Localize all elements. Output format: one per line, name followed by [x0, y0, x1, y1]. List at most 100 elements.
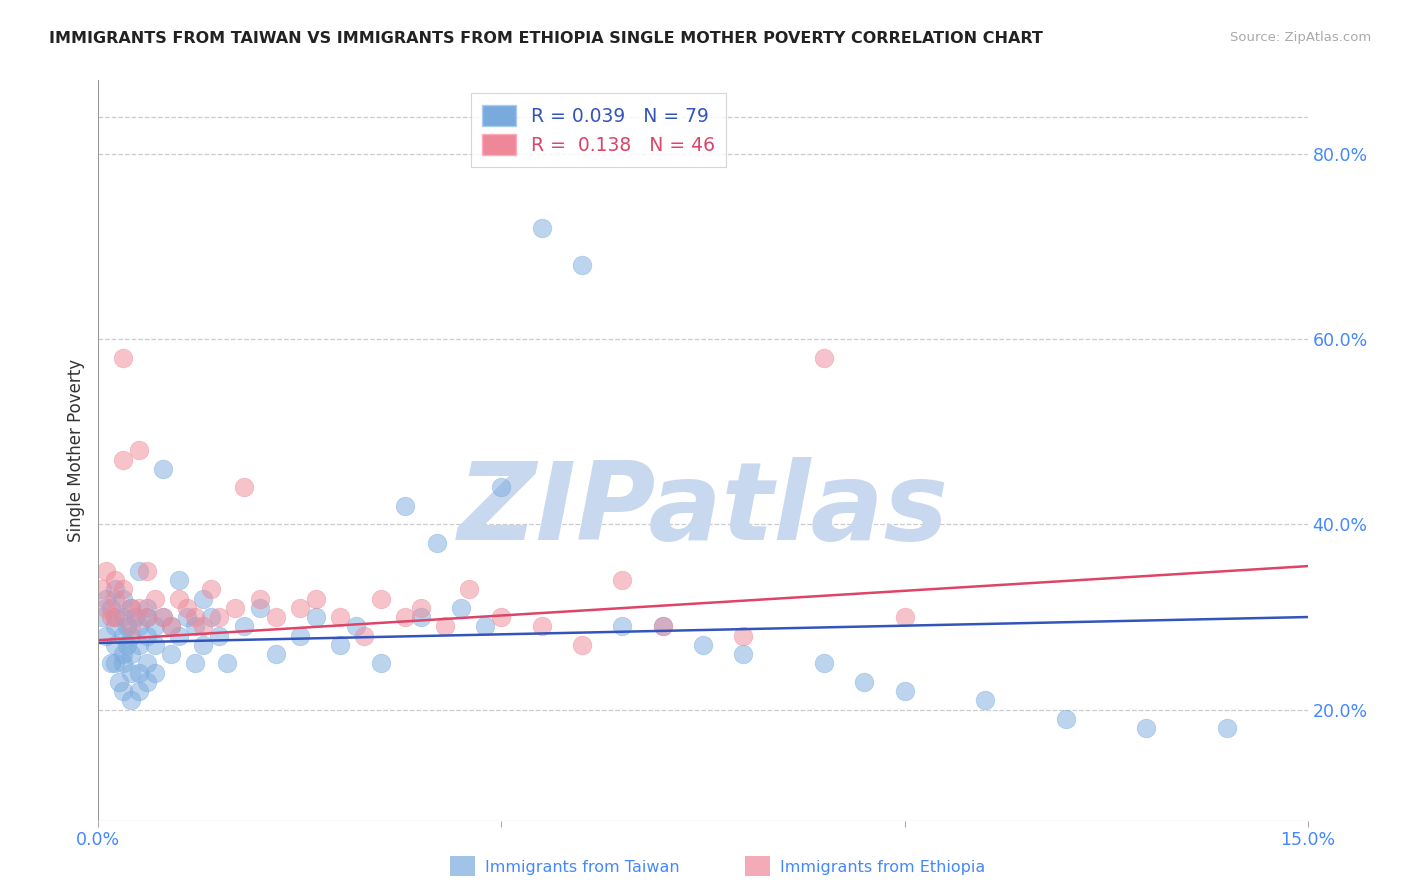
Point — [394, 499, 416, 513]
Point — [530, 619, 553, 633]
Point — [893, 684, 915, 698]
Point — [128, 665, 150, 680]
Point — [103, 591, 125, 606]
Point — [152, 610, 174, 624]
Point — [370, 657, 392, 671]
Point — [111, 610, 134, 624]
Point — [111, 452, 134, 467]
Point — [115, 619, 138, 633]
Point — [200, 582, 222, 597]
Text: IMMIGRANTS FROM TAIWAN VS IMMIGRANTS FROM ETHIOPIA SINGLE MOTHER POVERTY CORRELA: IMMIGRANTS FROM TAIWAN VS IMMIGRANTS FRO… — [49, 31, 1043, 46]
Point — [96, 564, 118, 578]
Text: Source: ZipAtlas.com: Source: ZipAtlas.com — [1230, 31, 1371, 45]
Point — [115, 638, 138, 652]
Point — [160, 619, 183, 633]
Point — [224, 600, 246, 615]
Point — [120, 600, 142, 615]
Text: ZIPatlas: ZIPatlas — [457, 457, 949, 563]
Point — [1054, 712, 1077, 726]
Point — [458, 582, 481, 597]
Point — [167, 573, 190, 587]
Point — [491, 610, 513, 624]
Point — [193, 619, 215, 633]
Point — [120, 665, 142, 680]
Point — [128, 564, 150, 578]
Text: Immigrants from Taiwan: Immigrants from Taiwan — [485, 860, 679, 874]
Point — [143, 665, 166, 680]
Point — [111, 591, 134, 606]
Point — [128, 600, 150, 615]
Point — [1216, 721, 1239, 735]
Point — [100, 657, 122, 671]
Point — [124, 610, 146, 624]
Point — [176, 610, 198, 624]
Point — [264, 610, 287, 624]
Point — [893, 610, 915, 624]
Point — [103, 582, 125, 597]
Point — [184, 610, 207, 624]
Point — [111, 647, 134, 661]
Point — [208, 610, 231, 624]
Point — [103, 619, 125, 633]
Point — [103, 657, 125, 671]
Point — [974, 693, 997, 707]
Point — [394, 610, 416, 624]
Point — [176, 600, 198, 615]
Point — [409, 610, 432, 624]
Point — [853, 674, 876, 689]
Point — [107, 674, 129, 689]
Point — [96, 628, 118, 642]
Point — [329, 638, 352, 652]
Point — [128, 684, 150, 698]
Point — [135, 628, 157, 642]
Text: Immigrants from Ethiopia: Immigrants from Ethiopia — [780, 860, 986, 874]
Point — [135, 610, 157, 624]
Point — [167, 628, 190, 642]
Point — [264, 647, 287, 661]
Point — [305, 591, 328, 606]
Point — [143, 638, 166, 652]
Point — [612, 619, 634, 633]
Point — [434, 619, 457, 633]
Point — [120, 628, 142, 642]
Point — [232, 619, 254, 633]
Point — [103, 638, 125, 652]
Point — [571, 259, 593, 273]
Point — [143, 619, 166, 633]
Point — [135, 564, 157, 578]
Point — [249, 600, 271, 615]
Point — [120, 600, 142, 615]
Point — [612, 573, 634, 587]
Point — [344, 619, 367, 633]
Point — [111, 628, 134, 642]
Point — [160, 647, 183, 661]
Point — [288, 600, 311, 615]
Point — [160, 619, 183, 633]
Point — [193, 638, 215, 652]
Legend: R = 0.039   N = 79, R =  0.138   N = 46: R = 0.039 N = 79, R = 0.138 N = 46 — [471, 94, 725, 167]
Point — [103, 610, 125, 624]
Point — [208, 628, 231, 642]
Point — [184, 657, 207, 671]
Point — [200, 610, 222, 624]
Point — [120, 619, 142, 633]
Point — [232, 480, 254, 494]
Point — [426, 536, 449, 550]
Point — [96, 591, 118, 606]
Point — [474, 619, 496, 633]
Point — [184, 619, 207, 633]
Point — [217, 657, 239, 671]
Point — [370, 591, 392, 606]
Point — [111, 582, 134, 597]
Point — [128, 443, 150, 458]
Point — [128, 638, 150, 652]
Point — [692, 638, 714, 652]
Point — [249, 591, 271, 606]
Point — [91, 610, 114, 624]
Point — [91, 582, 114, 597]
Point — [733, 628, 755, 642]
Point — [120, 647, 142, 661]
Point — [288, 628, 311, 642]
Point — [111, 657, 134, 671]
Point — [135, 610, 157, 624]
